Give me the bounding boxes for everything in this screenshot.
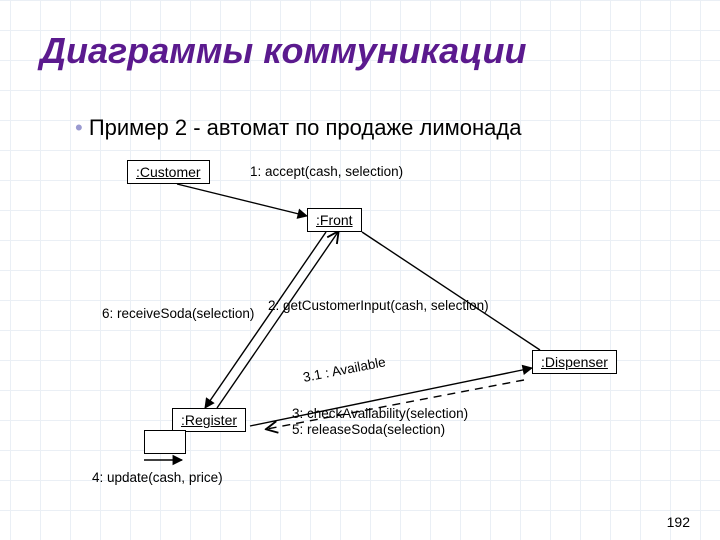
msg-available: 3.1 : Available (302, 354, 387, 385)
edge-accept (177, 184, 307, 216)
msg-update: 4: update(cash, price) (92, 470, 223, 485)
msg-releasesoda: 5: releaseSoda(selection) (292, 422, 445, 437)
node-front: :Front (307, 208, 362, 232)
msg-accept: 1: accept(cash, selection) (250, 164, 403, 179)
node-front-label: :Front (316, 212, 353, 228)
node-self-box (144, 430, 186, 454)
node-customer-label: :Customer (136, 164, 201, 180)
node-register-label: :Register (181, 412, 237, 428)
page-number: 192 (667, 514, 690, 530)
node-register: :Register (172, 408, 246, 432)
diagram-svg: 1: accept(cash, selection) 2: getCustome… (82, 150, 652, 510)
bullet-example: Пример 2 - автомат по продаже лимонада (75, 115, 521, 141)
msg-receivesoda: 6: receiveSoda(selection) (102, 306, 254, 321)
edge-front-dispenser (362, 232, 540, 350)
slide-title: Диаграммы коммуникации (40, 30, 526, 72)
node-customer: :Customer (127, 160, 210, 184)
node-dispenser: :Dispenser (532, 350, 617, 374)
bullet-text: Пример 2 - автомат по продаже лимонада (89, 115, 522, 140)
communication-diagram: 1: accept(cash, selection) 2: getCustome… (82, 150, 652, 510)
msg-checkavail: 3: checkAvailability(selection) (292, 406, 468, 421)
node-dispenser-label: :Dispenser (541, 354, 608, 370)
msg-getinput: 2: getCustomerInput(cash, selection) (268, 298, 489, 313)
